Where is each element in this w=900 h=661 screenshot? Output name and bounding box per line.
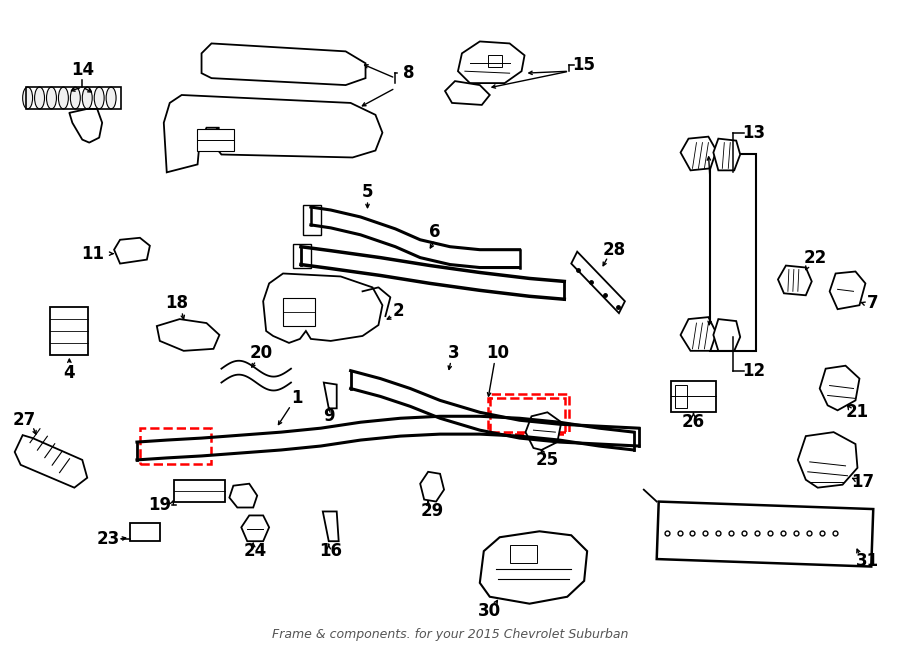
Text: 25: 25 <box>536 451 559 469</box>
Bar <box>490 395 570 432</box>
Polygon shape <box>157 319 220 351</box>
Text: 9: 9 <box>323 407 335 425</box>
Polygon shape <box>714 319 740 351</box>
Ellipse shape <box>47 87 57 109</box>
Text: 24: 24 <box>244 542 266 560</box>
Text: 2: 2 <box>392 302 404 320</box>
Text: 11: 11 <box>81 245 104 262</box>
Ellipse shape <box>22 87 32 109</box>
Bar <box>174 480 225 502</box>
Bar <box>196 129 234 151</box>
Text: 23: 23 <box>96 530 120 548</box>
Text: 14: 14 <box>71 61 94 79</box>
Text: 26: 26 <box>682 413 705 431</box>
Bar <box>130 524 160 541</box>
Bar <box>303 205 320 235</box>
Bar <box>140 428 212 464</box>
Text: 22: 22 <box>804 249 827 266</box>
Text: 6: 6 <box>429 223 441 241</box>
Text: 4: 4 <box>64 364 76 381</box>
Polygon shape <box>230 484 257 508</box>
Text: 31: 31 <box>856 552 879 570</box>
Polygon shape <box>572 252 625 313</box>
Text: 20: 20 <box>249 344 273 362</box>
Polygon shape <box>114 238 150 264</box>
Bar <box>283 298 315 326</box>
Text: 7: 7 <box>867 294 878 312</box>
Text: 13: 13 <box>742 124 766 141</box>
Ellipse shape <box>82 87 92 109</box>
Text: 10: 10 <box>486 344 509 362</box>
Polygon shape <box>778 266 812 295</box>
Bar <box>488 399 565 434</box>
Polygon shape <box>445 81 490 105</box>
Polygon shape <box>830 272 866 309</box>
Text: 16: 16 <box>320 542 342 560</box>
Text: 15: 15 <box>572 56 596 74</box>
Polygon shape <box>164 95 382 173</box>
Text: 28: 28 <box>602 241 626 258</box>
Text: 5: 5 <box>362 183 374 201</box>
Polygon shape <box>820 366 859 410</box>
Text: 8: 8 <box>402 64 414 82</box>
Text: 21: 21 <box>846 403 869 421</box>
Text: Frame & components. for your 2015 Chevrolet Suburban: Frame & components. for your 2015 Chevro… <box>272 628 628 641</box>
Polygon shape <box>202 44 365 85</box>
Polygon shape <box>263 274 382 343</box>
Text: 1: 1 <box>292 389 302 407</box>
Text: 30: 30 <box>478 602 501 619</box>
Text: 19: 19 <box>148 496 171 514</box>
Bar <box>657 502 873 566</box>
Text: 29: 29 <box>420 502 444 520</box>
Ellipse shape <box>106 87 116 109</box>
Bar <box>488 56 501 67</box>
Bar <box>670 381 716 412</box>
Bar <box>293 244 310 268</box>
Text: 3: 3 <box>448 344 460 362</box>
Polygon shape <box>526 412 562 450</box>
Polygon shape <box>14 435 87 488</box>
Polygon shape <box>420 472 444 502</box>
Polygon shape <box>480 531 587 603</box>
Bar <box>509 545 537 563</box>
Ellipse shape <box>70 87 80 109</box>
Ellipse shape <box>94 87 104 109</box>
Text: 12: 12 <box>742 362 766 379</box>
Polygon shape <box>680 317 716 351</box>
Bar <box>50 307 88 355</box>
Text: 27: 27 <box>13 411 36 429</box>
Text: 18: 18 <box>166 294 188 312</box>
Polygon shape <box>323 512 338 541</box>
Polygon shape <box>458 42 525 83</box>
Bar <box>710 155 756 351</box>
Bar <box>25 87 121 109</box>
Polygon shape <box>324 383 337 408</box>
Polygon shape <box>714 139 740 171</box>
Polygon shape <box>797 432 858 488</box>
Polygon shape <box>680 137 716 171</box>
Bar <box>675 385 687 408</box>
Ellipse shape <box>58 87 68 109</box>
Text: 17: 17 <box>850 473 874 490</box>
Polygon shape <box>241 516 269 541</box>
Ellipse shape <box>34 87 44 109</box>
